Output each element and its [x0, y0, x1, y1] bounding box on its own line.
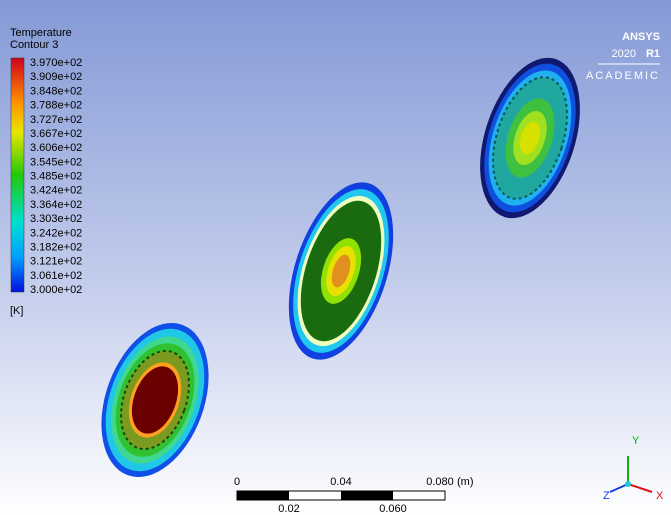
- legend-label: 3.424e+02: [30, 185, 82, 197]
- legend-label: 3.667e+02: [30, 128, 82, 140]
- legend-title: Temperature: [10, 27, 72, 39]
- legend-label: 3.485e+02: [30, 171, 82, 183]
- axis-label: Z: [603, 490, 610, 502]
- axis-label: X: [656, 490, 664, 502]
- scale-label: 0.04: [330, 476, 351, 488]
- legend-subtitle: Contour 3: [10, 39, 58, 51]
- scale-label: 0.02: [278, 503, 299, 515]
- legend-labels: 3.970e+02 3.909e+02 3.848e+02 3.788e+02 3.72…: [30, 57, 82, 296]
- scale-segment: [341, 491, 393, 500]
- legend-label: 3.364e+02: [30, 199, 82, 211]
- logo-edition: ACADEMIC: [586, 70, 660, 82]
- legend-label: 3.545e+02: [30, 156, 82, 168]
- legend-label: 3.303e+02: [30, 213, 82, 225]
- logo-release: R1: [646, 48, 660, 60]
- scale-label: 0: [234, 476, 240, 488]
- legend-label: 3.848e+02: [30, 85, 82, 97]
- legend-label: 3.182e+02: [30, 241, 82, 253]
- legend-label: 3.970e+02: [30, 57, 82, 69]
- legend-label: 3.788e+02: [30, 100, 82, 112]
- viewport: Temperature Contour 3 3.970e+02 3.909e+02…: [0, 0, 671, 515]
- logo-name: ANSYS: [622, 31, 660, 43]
- scale-label: 0.080: [426, 476, 454, 488]
- scale-unit: (m): [457, 476, 474, 488]
- scale-label: 0.060: [379, 503, 407, 515]
- legend-label: 3.909e+02: [30, 71, 82, 83]
- legend-label: 3.061e+02: [30, 270, 82, 282]
- legend-label: 3.242e+02: [30, 227, 82, 239]
- legend-unit: [K]: [10, 305, 23, 317]
- legend-label: 3.000e+02: [30, 284, 82, 296]
- legend-label: 3.121e+02: [30, 256, 82, 268]
- logo-version: 2020: [612, 48, 636, 60]
- legend-label: 3.606e+02: [30, 142, 82, 154]
- scale-segment: [237, 491, 289, 500]
- axis-label: Y: [632, 435, 640, 447]
- legend-label: 3.727e+02: [30, 114, 82, 126]
- color-bar: [11, 58, 24, 292]
